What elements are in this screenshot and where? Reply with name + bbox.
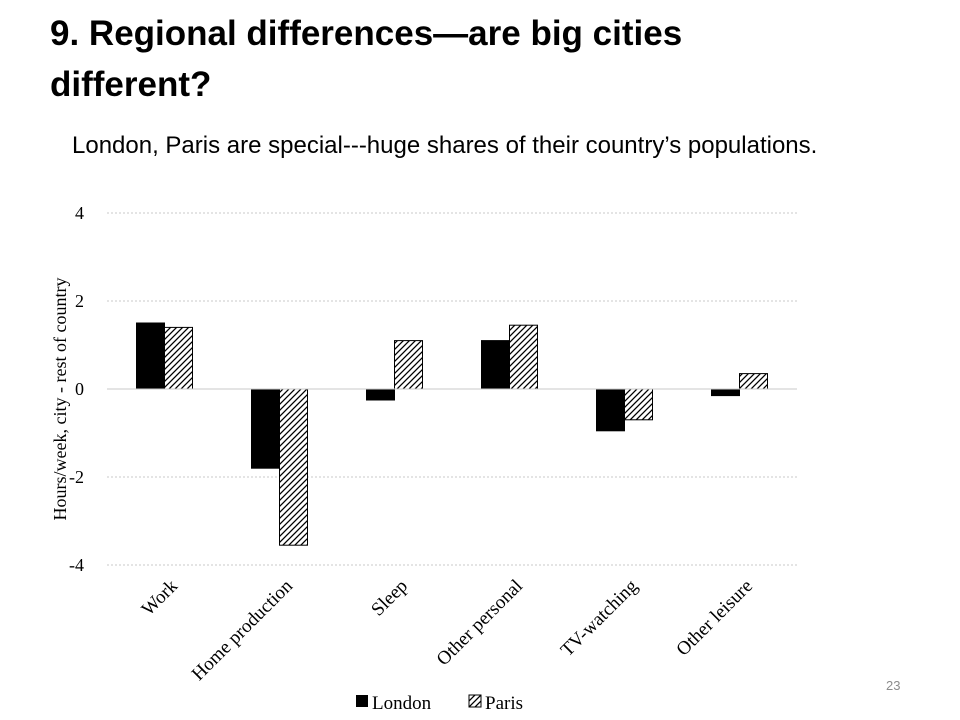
bar-paris-home-production	[279, 388, 308, 546]
category-labels: Work Home production Sleep Other personal TV…	[138, 575, 757, 685]
category-label: Other leisure	[672, 576, 757, 661]
bar-paris-tv-watching	[624, 388, 653, 421]
category-label: Sleep	[367, 576, 412, 621]
legend-label-paris: Paris	[485, 693, 523, 714]
y-tick-label: 4	[75, 203, 84, 223]
slide-title: 9. Regional differences—are big cities d…	[50, 14, 683, 104]
category-label: TV-watching	[557, 575, 643, 661]
slide-subtitle: London, Paris are special---huge shares …	[72, 132, 818, 159]
category-label: Home production	[188, 575, 298, 685]
y-tick-label: -4	[69, 555, 84, 575]
bar-paris-other-personal	[509, 324, 538, 390]
bar-london-tv-watching	[596, 388, 625, 432]
y-tick-labels: 4 2 0 -2 -4	[69, 203, 84, 575]
legend-swatch-paris	[468, 694, 482, 708]
y-tick-label: -2	[69, 467, 84, 487]
legend-label-london: London	[372, 693, 432, 714]
bars	[136, 322, 768, 546]
legend: London Paris	[356, 693, 523, 714]
y-tick-label: 2	[75, 291, 84, 311]
legend-swatch-london	[356, 695, 368, 707]
bar-london-sleep	[366, 388, 395, 401]
bar-paris-sleep	[394, 340, 423, 390]
category-label: Work	[138, 575, 183, 620]
bar-london-other-personal	[481, 340, 510, 390]
page-number: 23	[886, 678, 901, 693]
y-axis-label: Hours/week, city - rest of country	[50, 278, 70, 521]
y-tick-label: 0	[75, 379, 84, 399]
bar-london-home-production	[251, 388, 280, 469]
bar-london-work	[136, 322, 165, 390]
bar-paris-other-leisure	[739, 373, 768, 390]
gridlines	[107, 212, 797, 566]
bar-paris-work	[164, 326, 193, 390]
bar-london-other-leisure	[711, 388, 740, 397]
category-label: Other personal	[433, 576, 527, 670]
